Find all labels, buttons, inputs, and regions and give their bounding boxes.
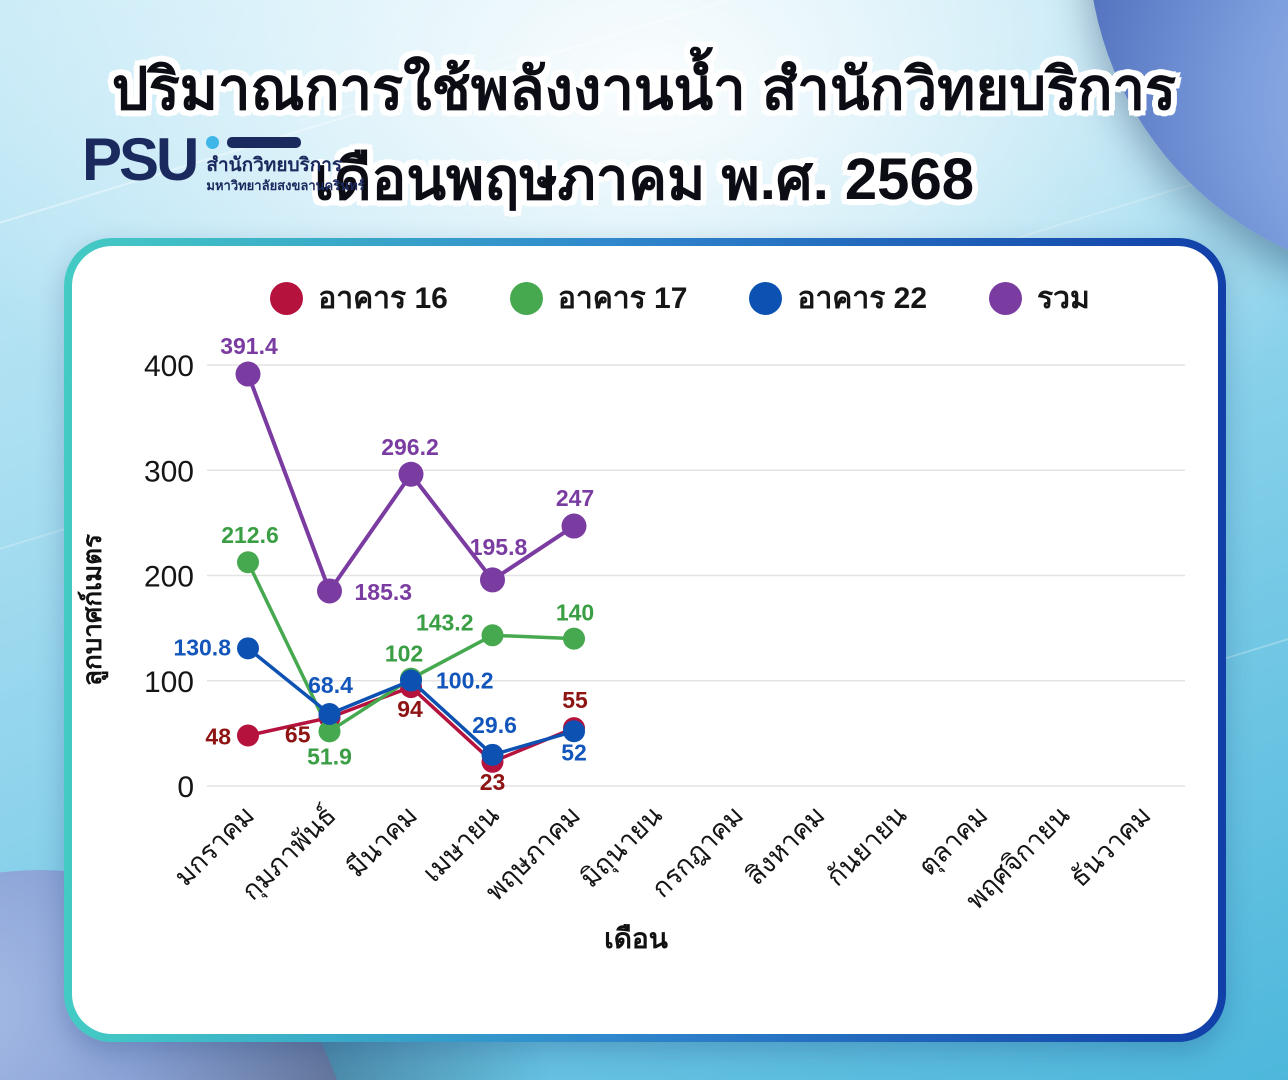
x-axis-labels: มกราคมกุมภาพันธ์มีนาคมเมษายนพฤษภาคมมิถุน… — [169, 799, 1157, 915]
logo-org-name: สำนักวิทยบริการ — [206, 155, 343, 176]
data-point-label: 68.4 — [308, 672, 353, 698]
x-axis-title: เดือน — [604, 923, 668, 954]
data-point-label: 143.2 — [416, 609, 474, 635]
data-point-label: 212.6 — [221, 522, 279, 548]
x-axis-tick-label: กันยายน — [820, 800, 912, 892]
legend-swatch-icon — [989, 281, 1023, 315]
data-point-label: 185.3 — [355, 579, 413, 605]
y-axis-tick-label: 200 — [144, 561, 194, 594]
data-point — [480, 567, 505, 593]
data-point — [561, 513, 587, 539]
data-point-label: 65 — [285, 722, 311, 748]
y-axis-title: ลูกบาศก์เมตร — [77, 534, 109, 686]
data-point — [318, 703, 341, 726]
legend-item-3: รวม — [989, 275, 1090, 322]
legend-label: อาคาร 16 — [318, 281, 448, 315]
y-axis-tick-label: 100 — [144, 666, 194, 699]
data-point-label: 247 — [556, 485, 594, 511]
legend-swatch-icon — [509, 281, 543, 315]
y-axis-tick-label: 300 — [144, 455, 194, 488]
x-axis-tick-label: สิงหาคม — [740, 800, 831, 891]
chart-area: 0 100 200 300 400 มกราคม กุมภาพันธ์ มีนาคม เมษาย… — [72, 330, 1218, 1027]
logo-university-name: มหาวิทยาลัยสงขลานครินทร์ — [206, 178, 365, 193]
data-point-label: 94 — [397, 696, 423, 722]
data-point — [237, 551, 259, 574]
data-point-label: 29.6 — [472, 712, 517, 738]
data-point — [400, 669, 422, 692]
legend-swatch-icon — [270, 281, 304, 315]
data-point-label: 55 — [562, 687, 588, 713]
chart-card: อาคาร 16 อาคาร 17 อาคาร 22 รวม 0 100 200 300 40… — [72, 246, 1218, 1034]
data-point-label: 130.8 — [173, 634, 231, 660]
x-axis-tick-label: มีนาคม — [340, 800, 423, 883]
data-point-label: 100.2 — [436, 668, 494, 694]
psu-logo-acronym: PSU — [82, 126, 199, 193]
series-0: 48 65 94 23 55 — [205, 676, 588, 795]
legend-item-0: อาคาร 16 — [270, 275, 448, 322]
psu-logo: PSU สำนักวิทยบริการ มหาวิทยาลัยสงขลานคริ… — [82, 126, 365, 194]
data-point — [563, 720, 585, 743]
legend-label: อาคาร 17 — [557, 281, 688, 315]
y-axis-tick-label: 400 — [144, 350, 194, 383]
data-point-label: 391.4 — [220, 333, 278, 359]
data-point-label: 195.8 — [470, 534, 528, 560]
data-point-label: 52 — [561, 739, 587, 765]
data-point — [237, 637, 259, 660]
logo-dot-icon — [206, 136, 220, 149]
data-point-label: 296.2 — [381, 434, 439, 460]
psu-logo-mark — [206, 136, 364, 149]
legend-item-1: อาคาร 17 — [509, 275, 688, 322]
series-1: 212.6 51.9 102 143.2 140 — [221, 522, 594, 769]
data-point-label: 102 — [385, 641, 423, 667]
data-point — [235, 361, 261, 387]
line-chart: 0 100 200 300 400 มกราคมกุมภาพันธ์มีนาคมเมษาย… — [77, 333, 1185, 954]
y-axis-tick-label: 0 — [177, 771, 194, 804]
series-3: 391.4 185.3 296.2 195.8 247 — [220, 333, 594, 605]
chart-legend: อาคาร 16 อาคาร 17 อาคาร 22 รวม — [72, 278, 1218, 318]
psu-logo-text-block: สำนักวิทยบริการ มหาวิทยาลัยสงขลานครินทร์ — [206, 132, 365, 194]
page-title-line1: ปริมาณการใช้พลังงานน้ำ สำนักวิทยบริการ — [111, 57, 1177, 122]
data-point — [317, 578, 342, 604]
data-point — [398, 461, 424, 487]
data-point — [237, 724, 259, 747]
legend-label: รวม — [1037, 281, 1090, 315]
data-point — [481, 743, 504, 766]
data-point — [481, 624, 504, 647]
legend-label: อาคาร 22 — [797, 281, 928, 315]
data-point-label: 140 — [556, 600, 594, 626]
data-point-label: 51.9 — [307, 743, 352, 769]
data-point — [318, 720, 341, 743]
data-point — [563, 627, 585, 650]
legend-swatch-icon — [749, 281, 783, 315]
data-point-label: 23 — [480, 769, 506, 795]
logo-bar-icon — [227, 137, 302, 148]
data-point-label: 48 — [205, 723, 231, 749]
x-axis-tick-label: ธันวาคม — [1064, 800, 1157, 893]
chart-card-border: อาคาร 16 อาคาร 17 อาคาร 22 รวม 0 100 200 300 40… — [64, 238, 1226, 1042]
legend-item-2: อาคาร 22 — [749, 275, 927, 322]
